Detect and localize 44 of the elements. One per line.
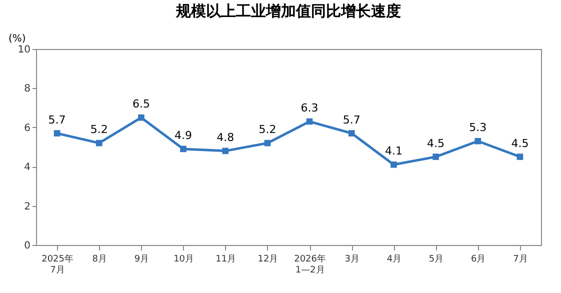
data-label: 6.3: [300, 102, 318, 115]
x-tick-label: 10月: [174, 254, 194, 264]
chart-title: 规模以上工业增加值同比增长速度: [175, 2, 401, 20]
data-label: 5.3: [469, 121, 487, 134]
y-tick-label: 0: [24, 240, 30, 252]
point: [516, 154, 524, 160]
x-tick-label: 7月: [513, 254, 528, 264]
y-tick-label: 8: [24, 84, 30, 95]
x-tick-label: 11月: [216, 254, 236, 264]
y-tick-label: 6: [24, 122, 30, 134]
point: [306, 118, 313, 125]
data-label: 5.7: [342, 113, 360, 126]
point: [348, 130, 355, 136]
x-tick-label: 5月: [428, 254, 444, 264]
y-axis-title: (%): [8, 34, 26, 44]
x-tick-label: 9月: [134, 254, 150, 264]
data-label: 5.2: [90, 123, 108, 136]
point: [222, 148, 229, 154]
data-label: 5.2: [258, 123, 276, 136]
x-tick-label: 3月: [344, 254, 360, 264]
y-tick-label: 2: [24, 201, 30, 212]
data-label: 4.5: [427, 136, 445, 150]
x-tick-label: 2026年 1—2月: [294, 254, 326, 276]
data-label: 6.5: [132, 98, 150, 111]
x-tick-label: 8月: [92, 254, 107, 264]
point: [264, 140, 271, 146]
x-tick-label: 6月: [471, 254, 486, 264]
x-tick-label: 2025年 7月: [42, 254, 74, 276]
data-label: 4.5: [511, 136, 529, 150]
data-label: 4.1: [384, 144, 402, 158]
x-tick-label: 12月: [258, 254, 278, 264]
point: [96, 140, 102, 146]
point: [474, 138, 482, 144]
point: [390, 161, 397, 168]
point: [138, 114, 144, 121]
point: [432, 154, 439, 160]
y-tick-label: 4: [24, 162, 30, 174]
point: [180, 146, 186, 152]
data-label: 4.8: [216, 130, 234, 144]
data-label: 5.7: [48, 113, 66, 126]
y-tick-label: 10: [18, 44, 30, 56]
x-tick-label: 4月: [386, 254, 402, 264]
data-label: 4.9: [174, 128, 192, 142]
point: [54, 130, 60, 136]
